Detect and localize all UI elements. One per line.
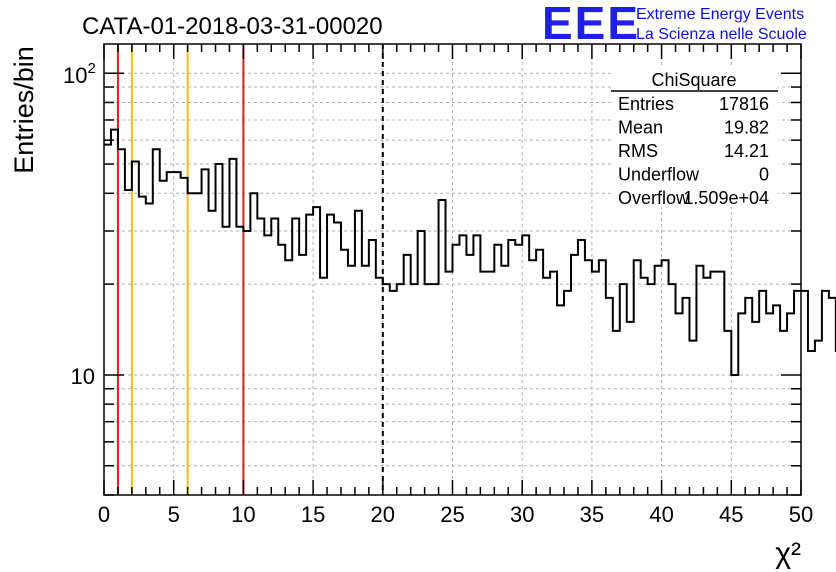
- stats-box-title: ChiSquare: [651, 70, 736, 90]
- x-tick-label: 30: [510, 502, 534, 527]
- stats-row-label: Entries: [618, 94, 674, 114]
- vertical-marker-lines: [116, 44, 384, 495]
- x-tick-label: 15: [301, 502, 325, 527]
- stats-row-value: 14.21: [724, 141, 769, 161]
- y-tick-label: 102: [63, 60, 96, 88]
- x-tick-label: 45: [719, 502, 743, 527]
- x-tick-label: 10: [231, 502, 255, 527]
- stats-row-label: Underflow: [618, 165, 700, 185]
- x-tick-label: 20: [371, 502, 395, 527]
- y-tick-label-exponent: 2: [87, 60, 95, 77]
- stats-row-value: 0: [759, 165, 769, 185]
- x-tick-label: 25: [440, 502, 464, 527]
- project-name-line2: La Scienza nelle Scuole: [636, 26, 807, 43]
- histogram-series: [104, 128, 836, 376]
- stats-row-label: Mean: [618, 118, 663, 138]
- project-name-line1: Extreme Energy Events: [636, 6, 804, 23]
- stats-row-value: 1.509e+04: [683, 188, 769, 208]
- y-tick-labels: 10 102: [63, 60, 96, 389]
- stats-row-label: RMS: [618, 141, 658, 161]
- x-tick-label: 5: [168, 502, 180, 527]
- stats-row-value: 19.82: [724, 118, 769, 138]
- statistics-box: ChiSquare Entries 17816 Mean 19.82 RMS 14.21 U…: [611, 67, 778, 208]
- x-tick-label: 40: [649, 502, 673, 527]
- x-axis-title: χ²: [775, 537, 801, 570]
- stats-row-value: 17816: [719, 94, 769, 114]
- stats-row-label: Overflow: [618, 188, 690, 208]
- x-tick-label: 35: [580, 502, 604, 527]
- axis-ticks: [103, 44, 802, 496]
- x-tick-labels: 0 5 10 15 20 25 30 35 40 45 50: [98, 502, 813, 527]
- x-tick-label: 50: [789, 502, 813, 527]
- y-tick-label: 10: [71, 364, 95, 389]
- x-tick-label: 0: [98, 502, 110, 527]
- eee-logo: EEE: [542, 0, 640, 49]
- y-axis-title: Entries/bin: [9, 46, 39, 174]
- run-title: CATA-01-2018-03-31-00020: [82, 13, 383, 40]
